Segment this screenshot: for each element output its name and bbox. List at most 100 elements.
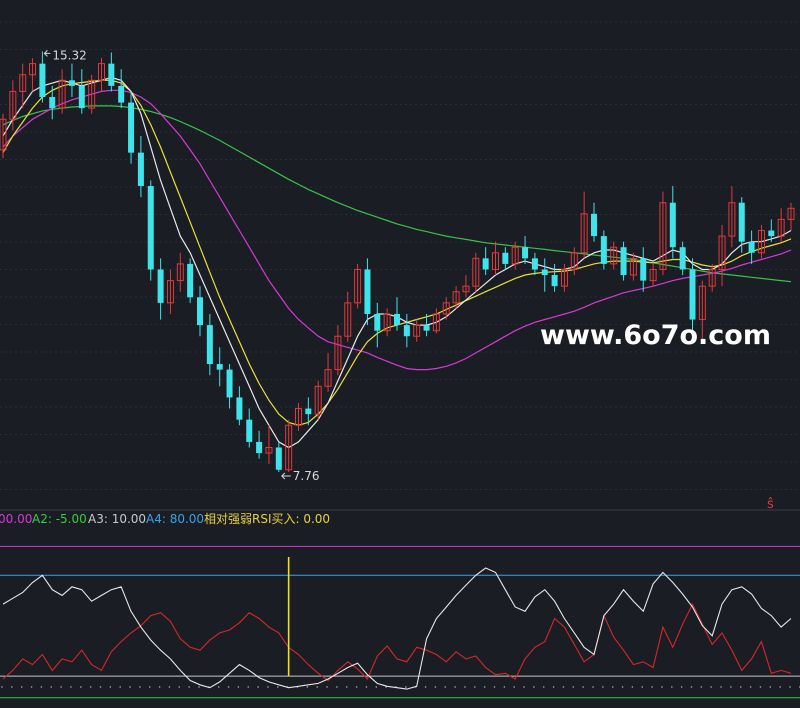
zero-dot xyxy=(148,686,151,688)
candle-body xyxy=(462,285,470,293)
candle-body xyxy=(39,63,46,98)
zero-dot xyxy=(424,686,427,688)
zero-dot xyxy=(671,686,673,688)
zero-dot xyxy=(631,686,634,688)
candle-body xyxy=(649,268,657,282)
candle-body xyxy=(157,269,164,303)
zero-dot xyxy=(227,686,230,688)
zero-dot xyxy=(336,686,338,688)
zero-dot xyxy=(405,686,407,688)
zero-dot xyxy=(326,686,328,688)
zero-dot xyxy=(60,686,62,688)
zero-dot xyxy=(89,686,92,688)
candle-body xyxy=(295,408,302,426)
candle-body xyxy=(560,268,568,287)
candle-body xyxy=(522,247,529,259)
zero-dot xyxy=(80,686,82,688)
candle-body xyxy=(305,408,312,415)
zero-dot xyxy=(572,686,575,688)
candle-body xyxy=(334,335,342,371)
candle-body xyxy=(738,202,745,242)
candle-body xyxy=(610,246,618,265)
zero-dot xyxy=(30,686,33,688)
zero-dot xyxy=(247,686,250,688)
candle-body xyxy=(324,369,332,387)
zero-dot xyxy=(129,686,131,688)
candle-body xyxy=(541,269,548,276)
candle-body xyxy=(531,258,538,270)
candle-body xyxy=(768,230,775,237)
candle-body xyxy=(0,118,7,151)
candle-body xyxy=(748,241,755,253)
zero-dot xyxy=(739,686,742,688)
zero-dot xyxy=(562,686,565,688)
zero-dot xyxy=(493,686,496,688)
moving-average-lines xyxy=(2,76,792,449)
zero-dot xyxy=(759,686,762,688)
zero-dot xyxy=(40,686,43,688)
zero-dot xyxy=(257,686,259,688)
watermark: www.6o7o.com xyxy=(540,320,771,351)
candle-body xyxy=(708,268,716,287)
high-arrow-icon xyxy=(43,50,51,57)
zero-dot xyxy=(188,686,190,688)
zero-dot xyxy=(730,686,732,688)
zero-dot xyxy=(158,686,161,688)
candle-body xyxy=(78,85,85,109)
candle-body xyxy=(718,235,726,270)
zero-dot xyxy=(651,686,653,688)
rsi-white-line xyxy=(2,567,792,690)
zero-dot xyxy=(454,686,456,688)
candle-body xyxy=(591,213,597,237)
zero-dot xyxy=(168,686,171,688)
candle-body xyxy=(108,63,115,86)
zero-dot xyxy=(680,686,683,688)
candle-body xyxy=(19,74,27,92)
zero-dot xyxy=(700,686,703,688)
zero-dot xyxy=(267,686,269,688)
legend-rsi-buy: 相对强弱RSI买入: 0.00 xyxy=(204,512,330,526)
ma-white-line xyxy=(2,76,792,449)
candle-body xyxy=(344,302,352,337)
zero-dot xyxy=(483,686,486,688)
zero-dot xyxy=(119,686,121,688)
candle-body xyxy=(285,424,293,471)
corner-icon: ŝ xyxy=(767,497,774,512)
candle-body xyxy=(374,313,381,331)
candle-body xyxy=(659,202,667,270)
zero-dot xyxy=(474,686,476,688)
zero-dot xyxy=(217,686,220,688)
zero-dot xyxy=(178,686,181,688)
zero-dot xyxy=(375,686,378,688)
candle-body xyxy=(640,258,647,281)
candle-body xyxy=(787,207,795,220)
candle-body xyxy=(728,202,736,237)
legend-a3: A3: 10.00 xyxy=(88,512,146,526)
candle-body xyxy=(394,313,400,326)
zero-dot xyxy=(11,686,13,688)
indicator-legend: 00.00 A2: -5.00 A3: 10.00 A4: 80.00 相对强弱… xyxy=(0,512,330,526)
candle-body xyxy=(629,257,637,276)
zero-dot xyxy=(779,686,781,688)
candle-body xyxy=(137,152,144,187)
zero-dot xyxy=(20,686,23,688)
zero-dot xyxy=(602,686,604,688)
zero-dot xyxy=(1,686,3,688)
zero-dot xyxy=(365,686,368,688)
candle-body xyxy=(275,447,282,470)
zero-dot xyxy=(50,686,53,688)
low-price-label: 7.76 xyxy=(293,469,320,483)
candle-body xyxy=(679,247,686,270)
candle-body xyxy=(354,268,362,304)
zero-dot xyxy=(592,686,594,688)
zero-dot xyxy=(316,686,319,688)
candle-body xyxy=(777,218,785,237)
zero-dot xyxy=(621,686,624,688)
zero-dot xyxy=(789,686,791,688)
rsi-red-line xyxy=(2,602,792,682)
candle-body xyxy=(580,213,588,254)
zero-dot xyxy=(444,686,447,688)
candle-body xyxy=(442,302,450,315)
candle-body xyxy=(176,263,184,282)
zero-dot xyxy=(464,686,466,688)
